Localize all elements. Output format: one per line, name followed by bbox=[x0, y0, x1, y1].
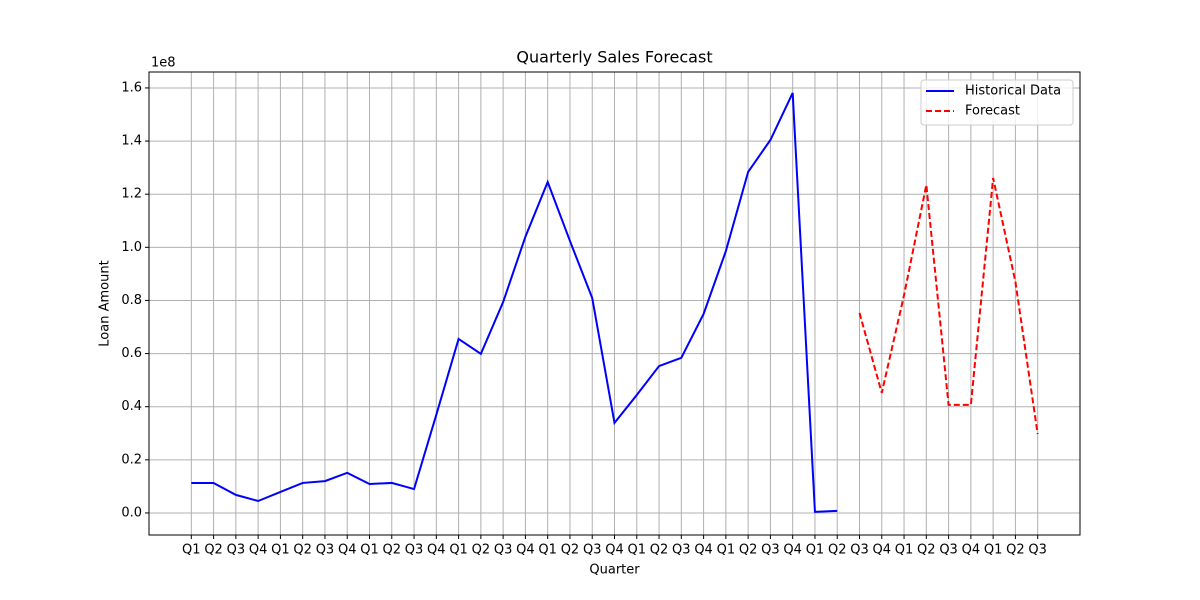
chart-title: Quarterly Sales Forecast bbox=[516, 48, 712, 67]
x-tick-label: Q3 bbox=[494, 543, 513, 558]
x-tick-label: Q3 bbox=[761, 543, 780, 558]
x-tick-label: Q4 bbox=[873, 543, 892, 558]
x-tick-label: Q1 bbox=[271, 543, 290, 558]
legend-label: Forecast bbox=[965, 104, 1020, 119]
y-tick-label: 1.2 bbox=[121, 187, 142, 202]
x-tick-label: Q3 bbox=[672, 543, 691, 558]
y-tick-label: 1.4 bbox=[121, 134, 142, 149]
x-tick-label: Q2 bbox=[293, 543, 312, 558]
y-tick-label: 0.4 bbox=[121, 399, 142, 414]
y-tick-label: 1.6 bbox=[121, 80, 142, 95]
x-tick-label: Q4 bbox=[516, 543, 535, 558]
x-tick-label: Q3 bbox=[850, 543, 869, 558]
x-tick-label: Q3 bbox=[405, 543, 424, 558]
x-axis-label: Quarter bbox=[589, 563, 640, 578]
x-tick-label: Q3 bbox=[1028, 543, 1047, 558]
x-tick-label: Q4 bbox=[783, 543, 802, 558]
x-tick-label: Q1 bbox=[984, 543, 1003, 558]
x-tick-label: Q4 bbox=[694, 543, 713, 558]
x-tick-label: Q1 bbox=[895, 543, 914, 558]
x-tick-label: Q3 bbox=[939, 543, 958, 558]
series-line bbox=[858, 177, 1039, 435]
x-tick-label: Q1 bbox=[538, 543, 557, 558]
y-tick-label: 0.6 bbox=[121, 346, 142, 361]
x-tick-label: Q4 bbox=[962, 543, 981, 558]
y-tick-label: 1.0 bbox=[121, 240, 142, 255]
x-tick-label: Q1 bbox=[360, 543, 379, 558]
x-tick-label: Q4 bbox=[249, 543, 268, 558]
x-tick-label: Q1 bbox=[182, 543, 201, 558]
y-tick-label: 0.2 bbox=[121, 452, 142, 467]
plot-frame bbox=[148, 71, 1081, 536]
x-tick-label: Q1 bbox=[717, 543, 736, 558]
x-tick-label: Q2 bbox=[561, 543, 580, 558]
x-tick-label: Q1 bbox=[628, 543, 647, 558]
x-tick-label: Q2 bbox=[1006, 543, 1025, 558]
x-tick-label: Q2 bbox=[204, 543, 223, 558]
y-offset-label: 1e8 bbox=[151, 56, 176, 71]
x-tick-label: Q3 bbox=[583, 543, 602, 558]
series-line bbox=[191, 92, 838, 513]
y-tick-label: 0.8 bbox=[121, 293, 142, 308]
legend-label: Historical Data bbox=[965, 84, 1061, 99]
x-tick-label: Q2 bbox=[472, 543, 491, 558]
x-tick-label: Q3 bbox=[316, 543, 335, 558]
x-tick-label: Q2 bbox=[383, 543, 402, 558]
x-tick-label: Q4 bbox=[605, 543, 624, 558]
y-axis-label: Loan Amount bbox=[98, 260, 113, 346]
x-tick-label: Q2 bbox=[917, 543, 936, 558]
x-tick-label: Q2 bbox=[828, 543, 847, 558]
x-tick-label: Q4 bbox=[427, 543, 446, 558]
x-tick-label: Q4 bbox=[338, 543, 357, 558]
x-tick-label: Q1 bbox=[449, 543, 468, 558]
x-tick-label: Q3 bbox=[227, 543, 246, 558]
x-tick-label: Q1 bbox=[806, 543, 825, 558]
legend-box bbox=[920, 79, 1074, 126]
x-tick-label: Q2 bbox=[739, 543, 758, 558]
y-tick-label: 0.0 bbox=[121, 505, 142, 520]
x-tick-label: Q2 bbox=[650, 543, 669, 558]
